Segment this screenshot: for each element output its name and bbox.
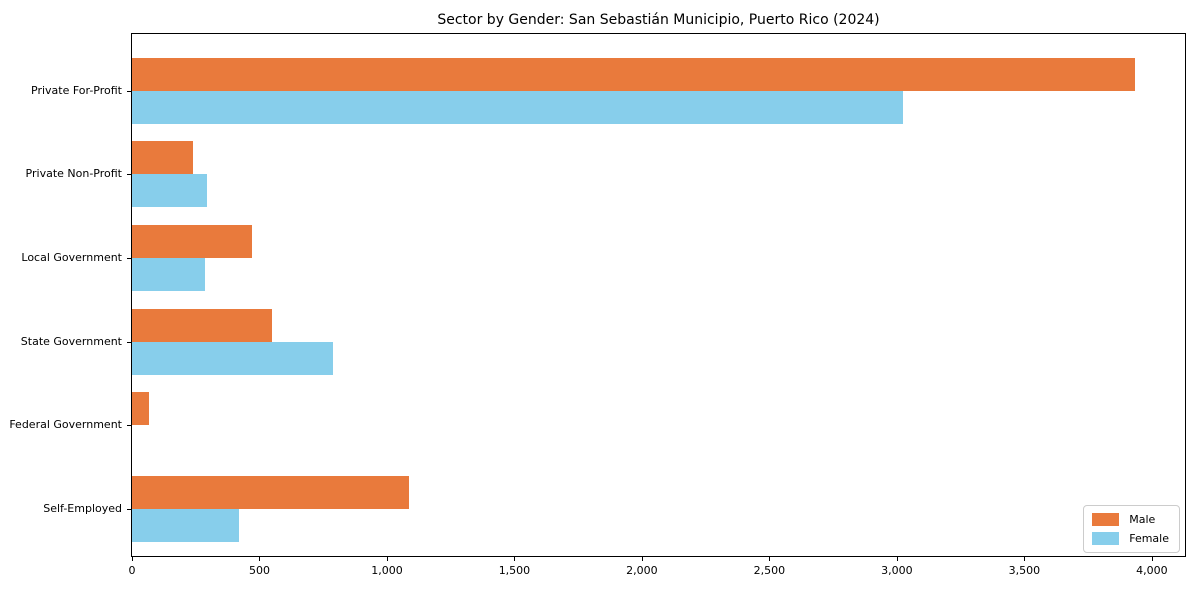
y-tick-mark [127, 257, 131, 259]
x-tick-mark [259, 557, 261, 561]
legend: Male Female [1083, 505, 1180, 553]
x-tick-label-3-500: 3,500 [1008, 564, 1041, 577]
y-axis-label-private-non-profit: Private Non-Profit [25, 167, 122, 181]
y-tick-mark [127, 174, 131, 176]
y-tick-mark [127, 425, 131, 427]
bar-female-self-employed [132, 509, 239, 542]
bar-female-private-non-profit [132, 174, 207, 208]
x-axis: 0 500 1,000 1,500 2,000 2,500 3,000 3,500 4,000 [128, 557, 1186, 587]
x-tick-label-4-000: 4,000 [1136, 564, 1168, 577]
x-tick-mark [896, 557, 898, 561]
bar-female-local-government [132, 257, 205, 291]
y-axis-label-self-employed: Self-Employed [43, 502, 122, 515]
x-tick-mark [514, 557, 516, 561]
legend-swatch-female-icon [1092, 532, 1120, 545]
bar-female-state-government [132, 341, 333, 375]
x-tick-label-500: 500 [248, 564, 270, 577]
x-tick-label-3-000: 3,000 [881, 564, 913, 577]
x-tick-mark [641, 557, 643, 561]
plot-area: Male Female [131, 33, 1186, 557]
y-axis-label-state-government: State Government [20, 334, 122, 348]
x-tick-label-1-000: 1,000 [371, 564, 403, 577]
y-axis: Private For-Profit Private Non-Profit Loca… [0, 33, 122, 557]
legend-item-male: Male [1092, 513, 1169, 526]
bar-male-private-for-profit [132, 57, 1135, 91]
legend-swatch-male-icon [1092, 513, 1120, 526]
chart-title: Sector by Gender: San Sebastián Municipi… [437, 12, 880, 28]
y-tick-mark [127, 509, 131, 510]
legend-label-female: Female [1129, 532, 1169, 545]
x-tick-mark [386, 557, 388, 561]
x-tick-mark [1151, 557, 1153, 561]
x-tick-mark [1024, 557, 1026, 561]
x-tick-label-0: 0 [128, 564, 136, 577]
bar-male-private-non-profit [132, 141, 193, 175]
y-tick-mark [127, 341, 131, 343]
bar-male-self-employed [132, 476, 409, 509]
y-tick-mark [127, 90, 131, 92]
y-axis-label-federal-government: Federal Government [9, 418, 122, 432]
x-tick-mark [132, 557, 133, 561]
bar-female-private-for-profit [132, 90, 903, 124]
legend-label-male: Male [1129, 513, 1156, 526]
y-axis-label-private-for-profit: Private For-Profit [31, 83, 122, 97]
bar-male-local-government [132, 224, 252, 258]
y-axis-label-local-government: Local Government [21, 250, 122, 264]
x-tick-label-2-500: 2,500 [753, 564, 786, 577]
legend-item-female: Female [1092, 532, 1169, 545]
x-tick-label-1-500: 1,500 [498, 564, 531, 577]
x-tick-label-2-000: 2,000 [626, 564, 658, 577]
x-tick-mark [769, 557, 771, 561]
bar-male-federal-government [132, 392, 149, 426]
bar-male-state-government [132, 308, 272, 342]
